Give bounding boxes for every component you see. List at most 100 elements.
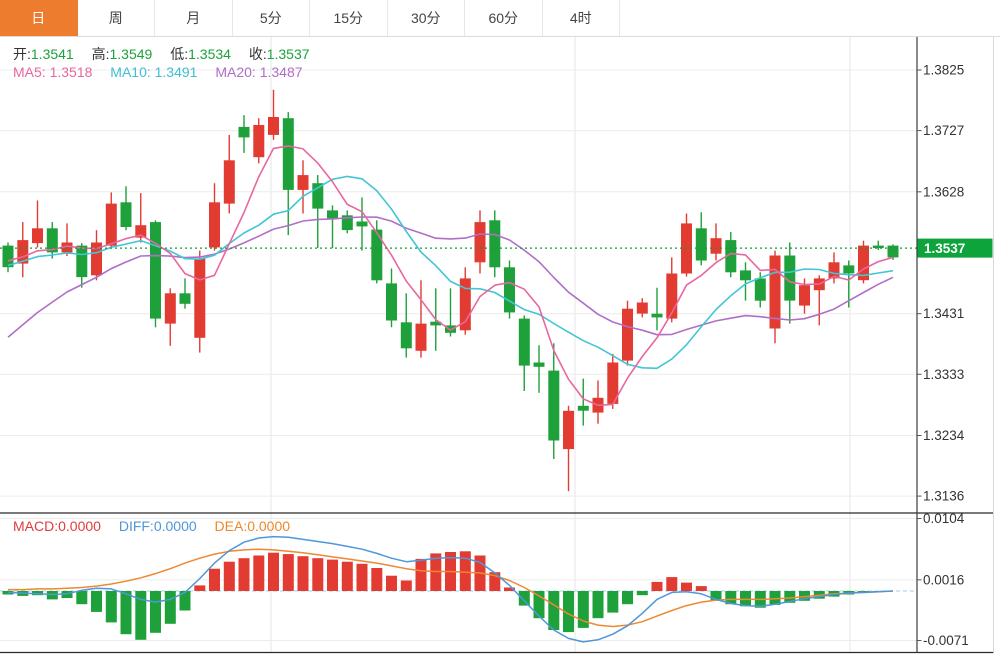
candle-down	[46, 228, 58, 253]
macd-histogram-bar	[120, 591, 132, 635]
macd-histogram-bar	[179, 591, 191, 611]
candle-down	[282, 118, 294, 190]
price-axis-label: 1.3234	[923, 428, 965, 443]
ma5-line	[7, 145, 894, 407]
candle-up	[474, 222, 486, 263]
macd-histogram-bar	[76, 591, 88, 605]
diff-line	[7, 535, 894, 643]
tab-5min[interactable]: 5分	[232, 0, 310, 36]
price-axis-label: 1.3628	[923, 184, 964, 199]
period-tabbar: 日 周 月 5分 15分 30分 60分 4时	[0, 0, 1000, 37]
tab-4hour[interactable]: 4时	[542, 0, 620, 36]
candle-down	[887, 245, 899, 258]
macd-histogram-bar	[327, 559, 338, 591]
candle-down	[445, 325, 456, 333]
candle-up	[710, 238, 722, 254]
tab-15min[interactable]: 15分	[310, 0, 388, 36]
candle-up	[666, 273, 678, 319]
macd-histogram-bar	[636, 591, 648, 596]
diff-value: DIFF:0.0000	[118, 518, 197, 534]
macd-histogram-bar	[577, 591, 589, 628]
candle-down	[489, 220, 501, 268]
price-axis-label: 1.3431	[923, 306, 964, 321]
candle-down	[150, 222, 161, 319]
candle-down	[356, 221, 368, 227]
candle-down	[238, 126, 250, 138]
candle-down	[2, 245, 14, 268]
macd-histogram-bar	[150, 591, 161, 633]
candle-up	[135, 225, 147, 238]
low-label: 低:	[170, 46, 189, 62]
candle-up	[858, 245, 869, 281]
macd-histogram-bar	[710, 591, 722, 601]
macd-histogram-bar	[91, 591, 102, 612]
macd-value: MACD:0.0000	[13, 518, 101, 534]
macd-histogram-bar	[194, 585, 206, 591]
candle-down	[327, 210, 338, 219]
candle-down	[695, 228, 707, 261]
candle-down	[179, 293, 191, 304]
price-axis-label: 1.3333	[923, 367, 964, 382]
tab-week[interactable]: 周	[77, 0, 155, 36]
macd-histogram-bar	[164, 591, 176, 624]
macd-histogram-bar	[105, 591, 117, 623]
candle-up	[563, 410, 574, 450]
candle-down	[577, 405, 589, 411]
candle-up	[194, 258, 206, 338]
candle-up	[164, 293, 176, 324]
open-value: 1.3541	[30, 46, 74, 62]
macd-histogram-bar	[341, 561, 353, 591]
candle-down	[76, 245, 88, 278]
macd-histogram-bar	[223, 561, 235, 591]
macd-histogram-bar	[548, 591, 560, 630]
macd-histogram-bar	[268, 552, 279, 591]
candle-down	[312, 183, 324, 209]
price-axis-label: 1.3825	[923, 63, 964, 78]
tab-60min[interactable]: 60分	[465, 0, 543, 36]
macd-histogram-bar	[297, 556, 309, 591]
candle-up	[622, 308, 633, 361]
candle-up	[17, 240, 29, 264]
candle-up	[828, 262, 840, 279]
tab-30min[interactable]: 30分	[387, 0, 465, 36]
macd-histogram-bar	[651, 581, 663, 591]
current-price-tag-text: 1.3537	[924, 241, 965, 256]
macd-histogram-bar	[666, 577, 678, 591]
macd-histogram-bar	[312, 558, 324, 591]
tab-month[interactable]: 月	[155, 0, 233, 36]
candle-up	[61, 242, 73, 253]
close-value: 1.3537	[266, 46, 310, 62]
macd-axis-label: 0.0016	[923, 572, 964, 587]
macd-histogram-bar	[209, 568, 220, 591]
candle-up	[297, 175, 309, 190]
candle-down	[371, 229, 383, 281]
ma20-line	[7, 216, 894, 338]
high-label: 高:	[91, 46, 110, 62]
macd-histogram-bar	[518, 591, 530, 606]
candle-up	[32, 228, 43, 244]
macd-histogram-bar	[459, 551, 471, 591]
macd-histogram-bar	[563, 591, 574, 633]
macd-histogram-bar	[386, 575, 397, 591]
candle-up	[607, 362, 619, 404]
tab-day[interactable]: 日	[0, 0, 78, 36]
candle-up	[636, 302, 648, 314]
macd-histogram-bar	[238, 558, 250, 591]
candle-down	[872, 245, 884, 249]
price-axis-label: 1.3136	[923, 489, 964, 504]
ma5-readout: MA5: 1.3518	[13, 64, 93, 80]
candle-down	[725, 240, 737, 273]
macd-histogram-bar	[592, 591, 604, 619]
candle-up	[268, 117, 279, 135]
candle-down	[740, 270, 751, 281]
macd-histogram-bar	[681, 582, 692, 591]
candle-up	[769, 255, 781, 329]
macd-histogram-bar	[415, 558, 427, 591]
candle-down	[430, 321, 442, 326]
macd-histogram-bar	[356, 563, 368, 591]
candle-down	[843, 265, 855, 274]
macd-histogram-bar	[607, 591, 619, 613]
candle-up	[105, 203, 117, 246]
candle-down	[120, 202, 132, 227]
